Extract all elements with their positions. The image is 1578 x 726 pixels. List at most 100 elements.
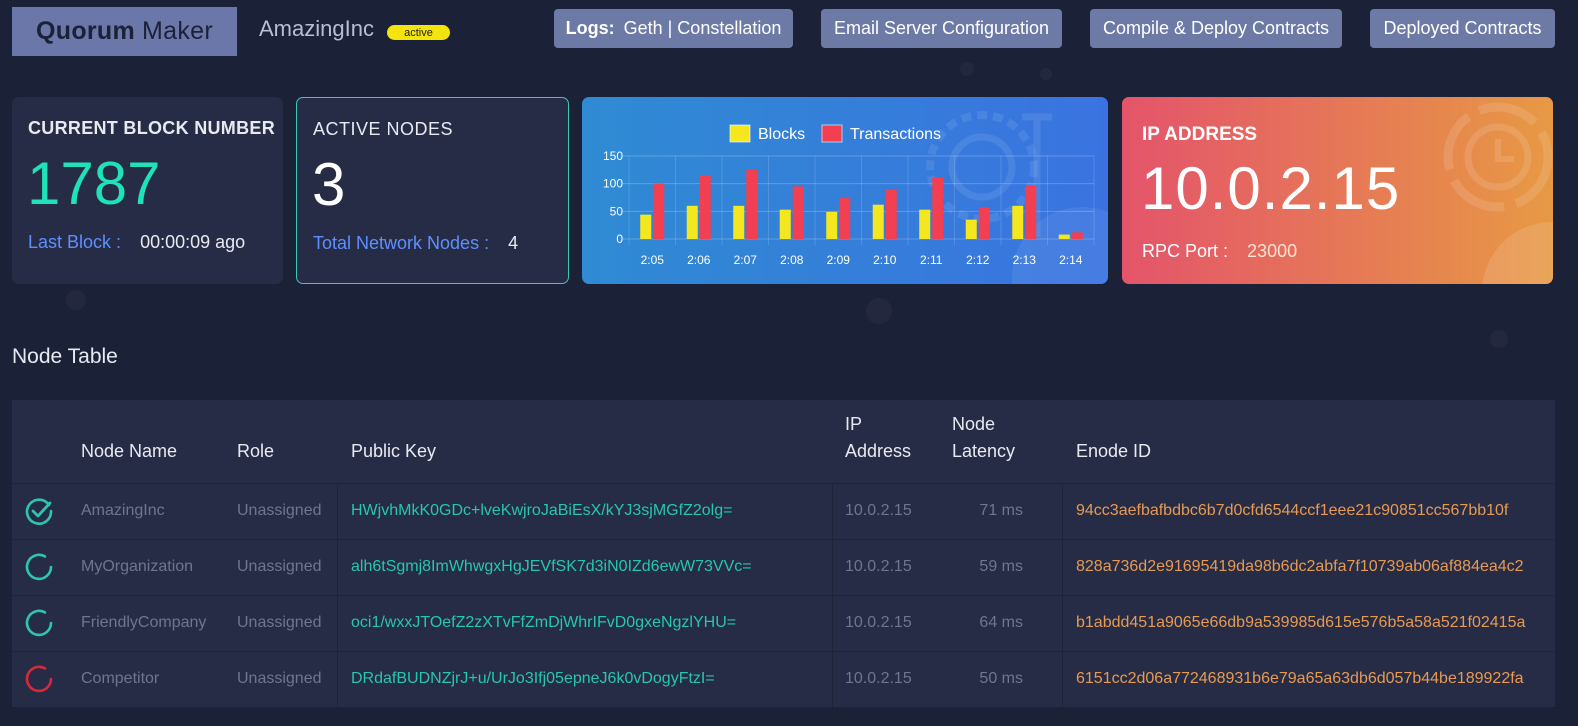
header-latency-line2: Latency bbox=[952, 441, 1016, 461]
chart-bar-transactions bbox=[1071, 232, 1083, 239]
chart-bar-transactions bbox=[839, 198, 851, 239]
org-name: AmazingInc bbox=[259, 16, 374, 41]
chart-bar-blocks bbox=[733, 205, 745, 239]
total-nodes-label: Total Network Nodes : bbox=[313, 233, 490, 253]
chart-bar-transactions bbox=[746, 169, 758, 239]
chart-bar-blocks bbox=[779, 209, 791, 239]
syncing-spinner-icon bbox=[25, 553, 53, 581]
logo-light-text: Maker bbox=[142, 17, 213, 45]
chart-bar-blocks bbox=[919, 209, 931, 239]
node-role: Unassigned bbox=[237, 670, 322, 687]
background-dot bbox=[960, 62, 974, 76]
last-block-label: Last Block : bbox=[28, 232, 122, 252]
node-name: FriendlyCompany bbox=[81, 614, 207, 631]
node-name: AmazingInc bbox=[81, 502, 165, 519]
chart-bar-transactions bbox=[932, 177, 944, 239]
table-header: Node Name Role Public Key IP Address Nod… bbox=[12, 400, 1555, 484]
nodes-card-title: ACTIVE NODES bbox=[313, 119, 454, 139]
chart-x-tick-label: 2:12 bbox=[966, 253, 990, 267]
node-public-key[interactable]: HWjvhMkK0GDc+lveKwjroJaBiEsX/kYJ3sjMGfZ2… bbox=[351, 502, 733, 519]
ip-address-value: 10.0.2.15 bbox=[1141, 155, 1401, 222]
chart-x-tick-label: 2:07 bbox=[734, 253, 758, 267]
last-block-value: 00:00:09 ago bbox=[140, 232, 246, 252]
node-public-key[interactable]: DRdafBUDNZjrJ+u/UrJo3Ifj05epneJ6k0vDogyF… bbox=[351, 670, 715, 687]
last-block-line: Last Block : 00:00:09 ago bbox=[28, 232, 245, 253]
logs-label: Logs: bbox=[565, 18, 615, 38]
chart-x-tick-label: 2:11 bbox=[920, 253, 943, 267]
node-enode-id[interactable]: 94cc3aefbafbdbc6b7d0cfd6544ccf1eee21c908… bbox=[1076, 502, 1509, 519]
total-nodes-line: Total Network Nodes : 4 bbox=[313, 233, 518, 254]
rpc-port-label: RPC Port : bbox=[1142, 241, 1229, 261]
node-enode-id[interactable]: 6151cc2d06a772468931b6e79a65a63db6d057b4… bbox=[1076, 670, 1524, 687]
node-table-title: Node Table bbox=[12, 345, 118, 368]
node-enode-id[interactable]: b1abdd451a9065e66db9a539985d615e576b5a58… bbox=[1076, 614, 1526, 631]
ip-address-card: IP ADDRESS 10.0.2.15 RPC Port : 23000 bbox=[1122, 97, 1553, 284]
chart-bar-blocks bbox=[826, 211, 838, 239]
header-latency-line1: Node bbox=[952, 414, 996, 434]
table-row[interactable]: FriendlyCompany Unassigned oci1/wxxJTOef… bbox=[12, 596, 1555, 652]
active-nodes-card: ACTIVE NODES 3 Total Network Nodes : 4 bbox=[296, 97, 569, 284]
chart-bar-blocks bbox=[686, 205, 698, 239]
node-latency: 64 ms bbox=[979, 614, 1023, 631]
syncing-spinner-icon bbox=[25, 609, 53, 637]
node-latency: 59 ms bbox=[979, 558, 1023, 575]
chart-bar-transactions bbox=[1025, 185, 1037, 239]
connected-check-icon bbox=[25, 498, 53, 525]
blocks-transactions-chart-card: 0 50 100 150 2:05 2:06 2:07 2:08 2:09 2:10 2:11 2:1… bbox=[582, 97, 1108, 284]
chart-bar-blocks bbox=[965, 219, 977, 239]
header-ip-line1: IP bbox=[845, 414, 863, 434]
header-node-name[interactable]: Node Name bbox=[81, 441, 178, 461]
error-spinner-icon bbox=[25, 665, 53, 693]
ip-card-title: IP ADDRESS bbox=[1142, 124, 1258, 145]
logs-button[interactable]: Logs: Geth | Constellation bbox=[554, 9, 793, 48]
background-dot bbox=[866, 298, 892, 324]
header-node-latency[interactable]: Node Latency bbox=[952, 411, 1015, 465]
compile-deploy-button[interactable]: Compile & Deploy Contracts bbox=[1090, 9, 1342, 48]
logs-links[interactable]: Geth | Constellation bbox=[623, 18, 782, 38]
node-table: Node Name Role Public Key IP Address Nod… bbox=[12, 400, 1555, 707]
chart-x-tick-label: 2:08 bbox=[780, 253, 804, 267]
header-enode-id[interactable]: Enode ID bbox=[1076, 441, 1152, 461]
block-number: 1787 bbox=[27, 150, 161, 217]
chart-y-tick-label: 150 bbox=[603, 149, 623, 163]
table-row[interactable]: MyOrganization Unassigned alh6tSgmj8ImWh… bbox=[12, 540, 1555, 596]
chart-bar-transactions bbox=[792, 186, 804, 239]
header-ip-address[interactable]: IP Address bbox=[845, 411, 911, 465]
header-public-key[interactable]: Public Key bbox=[351, 441, 437, 461]
table-row[interactable]: Competitor Unassigned DRdafBUDNZjrJ+u/Ur… bbox=[12, 652, 1555, 708]
node-role: Unassigned bbox=[237, 614, 322, 631]
node-public-key[interactable]: oci1/wxxJTOefZ2zXTvFfZmDjWhrIFvD0gxeNgzl… bbox=[351, 614, 737, 631]
chart-bar-transactions bbox=[699, 175, 711, 239]
rpc-port-value: 23000 bbox=[1247, 241, 1298, 261]
chart-bar-transactions bbox=[885, 189, 897, 239]
total-nodes-value: 4 bbox=[508, 233, 519, 253]
block-card-title: CURRENT BLOCK NUMBER bbox=[28, 118, 275, 138]
rpc-port-line: RPC Port : 23000 bbox=[1142, 241, 1297, 262]
background-dot bbox=[1040, 68, 1052, 80]
node-public-key[interactable]: alh6tSgmj8ImWhwgxHgJEVfSK7d3iN0IZd6ewW73… bbox=[351, 558, 752, 575]
chart-bar-blocks bbox=[1058, 234, 1070, 239]
chart-y-tick-label: 0 bbox=[616, 232, 623, 246]
email-server-config-button[interactable]: Email Server Configuration bbox=[821, 9, 1062, 48]
header-role[interactable]: Role bbox=[237, 441, 275, 461]
chart-bar-transactions bbox=[653, 183, 665, 239]
chart-bar-transactions bbox=[978, 207, 990, 239]
chart-bar-blocks bbox=[1012, 205, 1024, 239]
bar-chart: 0 50 100 150 2:05 2:06 2:07 2:08 2:09 2:10 2:11 2:1… bbox=[603, 124, 1095, 267]
chart-x-tick-label: 2:06 bbox=[687, 253, 711, 267]
chart-bar-blocks bbox=[872, 204, 884, 239]
active-nodes-count: 3 bbox=[312, 151, 346, 218]
chart-legend-swatch bbox=[729, 124, 751, 143]
node-role: Unassigned bbox=[237, 558, 322, 575]
background-dot bbox=[1490, 330, 1508, 348]
logo-bold-text: Quorum bbox=[36, 17, 136, 45]
node-name: MyOrganization bbox=[81, 558, 194, 575]
deployed-contracts-button[interactable]: Deployed Contracts bbox=[1370, 9, 1555, 48]
node-enode-id[interactable]: 828a736d2e91695419da98b6dc2abfa7f10739ab… bbox=[1076, 558, 1524, 575]
chart-x-tick-label: 2:05 bbox=[641, 253, 665, 267]
quorum-maker-logo[interactable]: Quorum Maker bbox=[12, 7, 237, 56]
node-ip: 10.0.2.15 bbox=[845, 558, 912, 575]
table-row[interactable]: AmazingInc Unassigned HWjvhMkK0GDc+lveKw… bbox=[12, 484, 1555, 540]
chart-x-tick-label: 2:13 bbox=[1013, 253, 1037, 267]
status-badge: active bbox=[387, 25, 450, 40]
